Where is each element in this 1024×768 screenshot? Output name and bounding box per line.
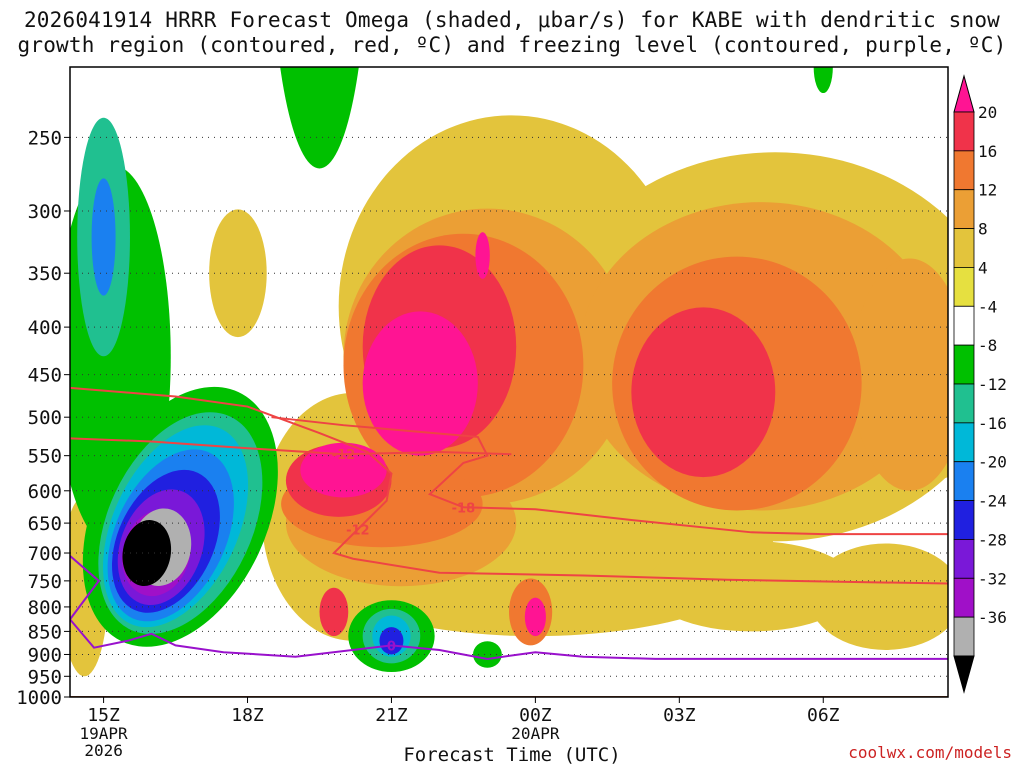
colorbar-label-13: -36 [978,608,1007,627]
x-tick-sublabel-15Z-0: 19APR [79,724,128,743]
colorbar-label-0: 20 [978,103,997,122]
colorbar-label-10: -24 [978,492,1007,511]
y-tick-label-700: 700 [28,543,62,565]
x-tick-sublabel-00Z-0: 20APR [511,724,560,743]
x-axis-title: Forecast Time (UTC) [403,744,621,766]
colorbar-segment-9 [953,422,975,463]
y-axis: 2503003504004505005506006507007508008509… [16,127,70,709]
omega-pos20-low [300,442,387,498]
x-tick-label-21Z: 21Z [375,705,408,726]
omega-pos-18z [209,209,267,338]
colorbar-segment-4 [953,228,975,268]
omega-neg-top-18z-t [291,0,329,47]
plot-frame [69,66,949,698]
y-tick-label-350: 350 [28,263,62,285]
omega-pos8-e2 [852,258,948,491]
contour-label-2: -18 [452,501,476,516]
omega-neg-06z [813,67,833,94]
colorbar-segment-2 [953,150,975,191]
colorbar-segment-12 [953,539,975,579]
omega-pos20-mid [362,311,478,456]
colorbar-segment-3 [953,189,975,229]
omega-pos20-00z [524,597,546,637]
y-tick-label-1000: 1000 [16,687,62,709]
y-tick-label-600: 600 [28,481,62,503]
colorbar-label-9: -20 [978,453,1007,472]
colorbar-label-1: 16 [978,142,997,161]
y-tick-label-250: 250 [28,127,62,149]
omega-neg-23z [473,641,502,668]
x-tick-label-00Z: 00Z [519,705,552,726]
x-tick-sublabel-15Z-1: 2026 [84,741,123,760]
omega-pos20-top [475,232,490,279]
colorbar-segment-13 [953,577,975,618]
y-tick-label-400: 400 [28,317,62,339]
colorbar-segment-1 [953,111,975,152]
contour-label-3: 0 [387,639,396,654]
omega-neg-main-bk [122,520,172,586]
x-tick-label-03Z: 03Z [663,705,696,726]
colorbar-label-12: -32 [978,569,1007,588]
title-line-1: 2026041914 HRRR Forecast Omega (shaded, … [23,8,1001,32]
colorbar-top-arrow [953,74,975,113]
colorbar-label-2: 12 [978,181,997,200]
colorbar-label-6: -8 [978,336,997,355]
y-tick-label-750: 750 [28,571,62,593]
contour-dendritic_growth-0 [70,386,948,585]
colorbar-segment-14 [953,616,975,657]
omega-neg-top-18z [280,67,359,169]
omega-field [70,0,948,677]
omega-neg-21z-b [379,627,404,655]
y-tick-label-650: 650 [28,513,62,535]
colorbar-segment-5 [953,267,975,307]
x-tick-label-15Z: 15Z [87,705,120,726]
colorbar-label-3: 8 [978,220,988,239]
colorbar: 20 16 12 8 4 -4 -8 -12 -16 -20 -24 -28 -32 -36 [953,74,1007,694]
omega-pos-low-e1 [645,541,857,632]
colorbar-label-4: 4 [978,258,988,277]
colorbar-segment-8 [953,383,975,424]
contour-label-0: -12 [346,523,370,538]
colorbar-label-8: -16 [978,414,1007,433]
colorbar-segment-6 [953,305,975,346]
colorbar-bottom-arrow [953,655,975,694]
title-line-2: growth region (contoured, red, ºC) and f… [17,33,1007,57]
colorbar-segment-11 [953,500,975,540]
y-tick-label-900: 900 [28,644,62,666]
grid [70,136,948,698]
x-tick-label-18Z: 18Z [231,705,264,726]
y-tick-label-450: 450 [28,365,62,387]
colorbar-label-5: -4 [978,297,997,316]
y-tick-label-500: 500 [28,407,62,429]
chart-title: 2026041914 HRRR Forecast Omega (shaded, … [0,8,1024,58]
colorbar-label-7: -12 [978,375,1007,394]
y-tick-label-300: 300 [28,201,62,223]
colorbar-segment-7 [953,344,975,385]
y-tick-label-800: 800 [28,597,62,619]
y-tick-label-550: 550 [28,446,62,468]
omega-pos16-850 [319,587,349,637]
y-tick-label-950: 950 [28,666,62,688]
contour-dendritic_growth-2 [271,416,948,536]
x-tick-label-06Z: 06Z [807,705,840,726]
omega-neg-15z-core2 [91,178,116,296]
omega-pos-low-e2 [808,543,948,650]
contour-dendritic_growth-1 [70,437,512,456]
y-tick-label-850: 850 [28,621,62,643]
colorbar-segment-10 [953,461,975,501]
colorbar-label-11: -28 [978,530,1007,549]
contour-freezing_level-3 [70,555,948,660]
contour-label-1: -12 [332,448,356,463]
omega-pos16-east [631,307,776,478]
credit-link[interactable]: coolwx.com/models [848,743,1012,762]
